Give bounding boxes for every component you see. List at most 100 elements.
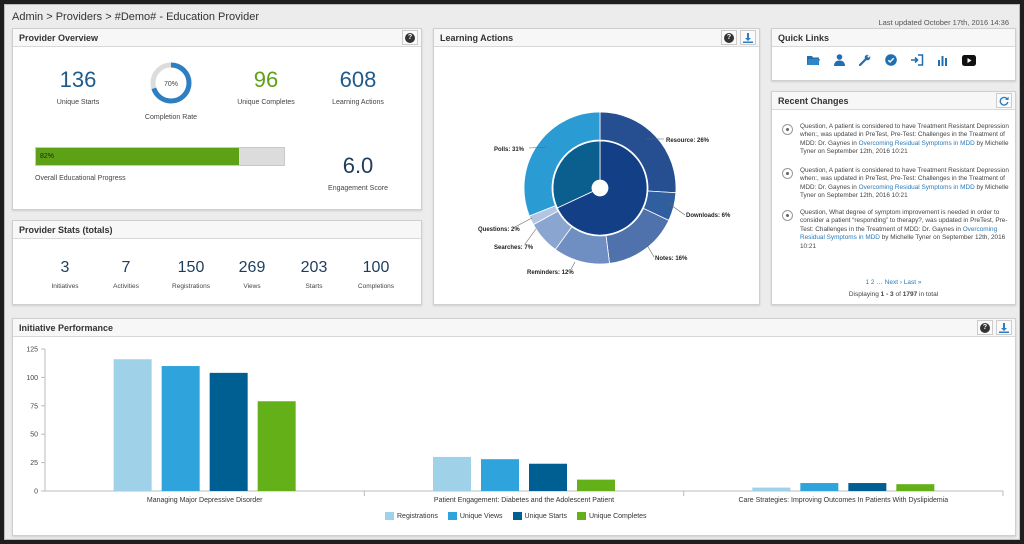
help-icon: ? [724,32,734,43]
stat-registrations: 150 Registrations [161,259,221,290]
download-button[interactable] [996,320,1012,335]
panel-header: Learning Actions ? [434,29,759,47]
help-button[interactable]: ? [977,320,993,335]
pagination-summary: Displaying 1 - 3 of 1797 in total [772,291,1015,298]
bar-unique-starts[interactable] [529,463,567,491]
change-bullet-icon [782,210,793,221]
y-tick-label: 100 [26,375,38,382]
legend-item[interactable]: Unique Views [447,512,503,520]
bar-unique-completes[interactable] [257,401,296,491]
metric-value: 6.0 [342,153,374,178]
x-tick-label: Care Strategies: Improving Outcomes In P… [738,497,948,504]
panel-title: Recent Changes [778,96,849,106]
change-author: by Michelle Tyner on September 12th, 201… [800,234,1006,250]
stat-initiatives: 3 Initiatives [35,259,95,290]
metric-value: 608 [339,67,377,92]
user-icon[interactable] [832,53,846,67]
displaying-of: of [895,291,901,298]
help-button[interactable]: ? [721,30,737,45]
bar-registrations[interactable] [752,487,791,491]
completion-rate-metric: Completion Rate [136,108,206,121]
stat-value: 7 [121,259,131,276]
displaying-suffix: in total [919,291,939,298]
progress-label: Overall Educational Progress [35,175,126,182]
bar-unique-starts[interactable] [209,372,248,491]
completion-arc [150,62,192,104]
legend-item[interactable]: Registrations [385,512,438,520]
download-icon [999,322,1009,333]
change-text: Question, What degree of symptom improve… [800,209,1008,233]
stat-value: 3 [60,259,70,276]
change-text: Question, A patient is considered to hav… [800,123,1009,147]
bar-unique-starts[interactable] [848,483,887,491]
check-badge-icon[interactable] [884,53,898,67]
progress-fill: 82% [36,148,240,165]
help-icon: ? [405,32,415,43]
bar-unique-views[interactable] [800,483,839,491]
bar-unique-views[interactable] [161,366,200,491]
stat-label: Registrations [172,283,210,290]
legend-item[interactable]: Unique Completes [576,512,647,520]
learning-actions-panel: Learning Actions ? Resource: 26% Downloa… [433,28,760,305]
label-searches: Searches: 7% [494,245,534,251]
gauge-value: 70% [164,81,178,88]
x-tick-label: Patient Engagement: Diabetes and the Ado… [434,497,614,504]
stat-completions: 100 Completions [346,259,406,290]
change-bullet-icon [782,168,793,179]
bar-unique-completes[interactable] [577,479,615,491]
stat-activities: 7 Activities [96,259,156,290]
legend-label: Unique Starts [524,512,567,520]
breadcrumb: Admin > Providers > #Demo# - Education P… [12,11,260,23]
help-button[interactable]: ? [402,30,418,45]
legend-label: Unique Completes [588,512,647,520]
stat-label: Initiatives [51,283,79,290]
legend-swatch [576,512,586,520]
stat-value: 269 [238,259,266,276]
stat-label: Activities [113,283,139,290]
label-polls: Polls: 31% [494,147,525,153]
pagination-links[interactable]: 1 2 … Next › Last » [865,279,922,286]
app-frame: Admin > Providers > #Demo# - Education P… [4,4,1020,540]
provider-stats-panel: Provider Stats (totals) 3 Initiatives 7 … [12,220,422,305]
refresh-button[interactable] [996,93,1012,108]
label-reminders: Reminders: 12% [527,270,574,276]
legend-swatch [385,512,394,520]
label-resource: Resource: 26% [666,138,710,144]
label-notes: Notes: 16% [655,256,688,262]
metric-label: Engagement Score [328,185,388,192]
bar-registrations[interactable] [433,456,471,491]
stat-starts: 203 Starts [284,259,344,290]
change-link[interactable]: Overcoming Residual Symptoms in MDD [858,139,975,147]
metric-value: 136 [59,67,97,92]
panel-header: Provider Overview ? [13,29,421,47]
change-link[interactable]: Overcoming Residual Symptoms in MDD [800,225,998,242]
metric-label: Learning Actions [332,99,384,106]
change-author: by Michelle Tyner on September 12th, 201… [800,183,1009,200]
y-tick-label: 25 [30,460,38,467]
metric-label: Unique Completes [237,99,295,106]
change-text: Question, A patient is considered to hav… [800,167,1009,191]
legend-item[interactable]: Unique Starts [512,512,567,520]
stat-value: 150 [177,259,205,276]
panel-title: Initiative Performance [19,323,114,333]
bar-unique-views[interactable] [481,459,519,491]
wrench-icon[interactable] [858,53,872,67]
initiative-performance-panel: Initiative Performance ? 0 25 50 75 100 125 Ma… [12,318,1016,536]
chart-legend: Registrations Unique Views Unique Starts… [385,512,647,520]
donut-slice-polls[interactable] [523,111,601,217]
change-link[interactable]: Overcoming Residual Symptoms in MDD [858,183,975,191]
quick-links-panel: Quick Links [771,28,1016,81]
download-button[interactable] [740,30,756,45]
sign-in-icon[interactable] [910,53,924,67]
bar-chart-icon[interactable] [936,53,950,67]
legend-label: Unique Views [459,512,503,520]
legend-label: Registrations [397,512,438,520]
change-bullet-icon [782,124,793,135]
folder-icon[interactable] [806,53,820,67]
bar-registrations[interactable] [113,359,152,491]
panel-header: Quick Links [772,29,1015,47]
bar-unique-completes[interactable] [896,484,935,491]
panel-header: Initiative Performance ? [13,319,1015,337]
video-icon[interactable] [962,53,976,67]
stat-views: 269 Views [222,259,282,290]
